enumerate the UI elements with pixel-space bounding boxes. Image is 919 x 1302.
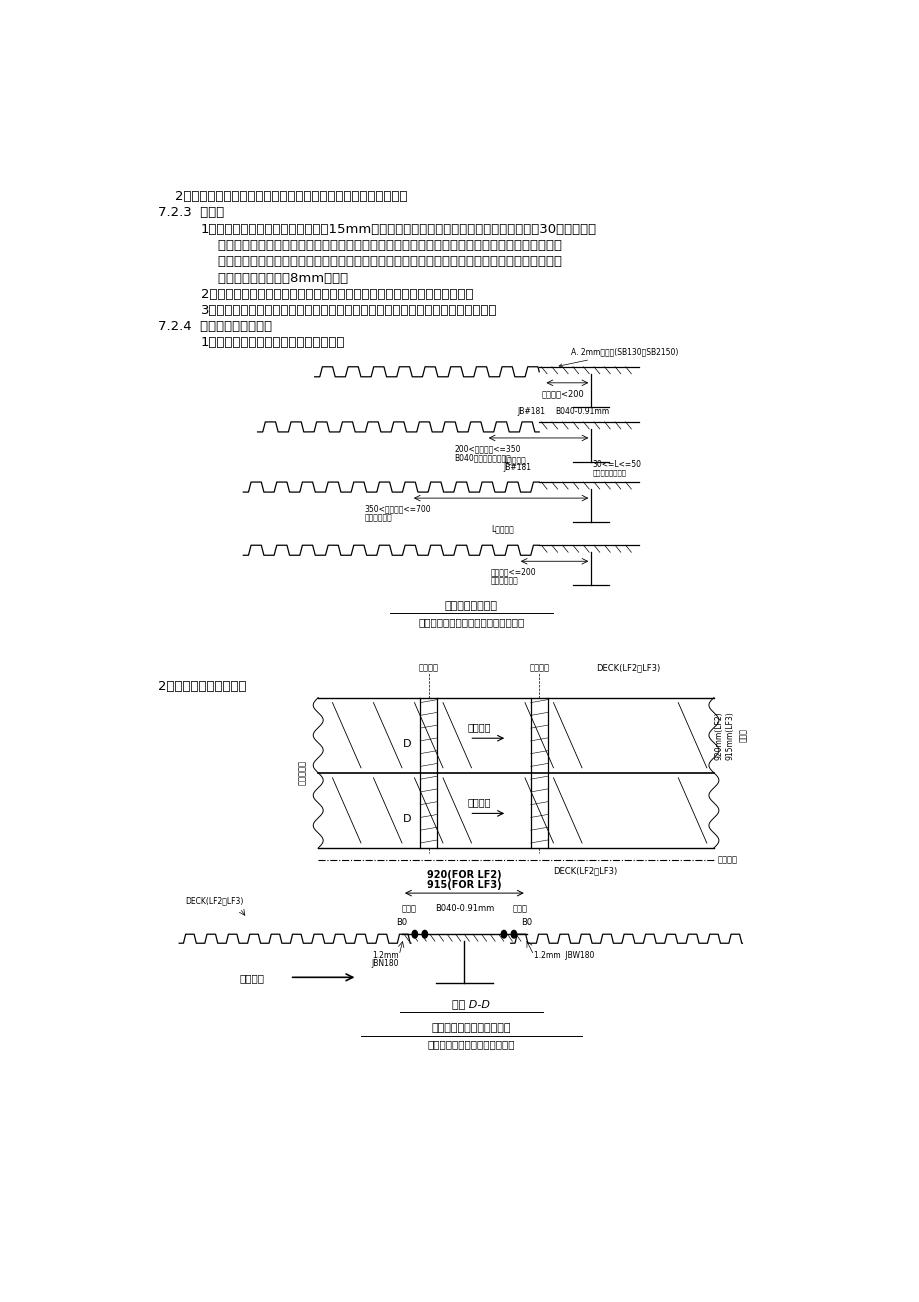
Text: 铺设顺序: 铺设顺序 <box>240 974 265 983</box>
Text: B0: B0 <box>396 918 407 927</box>
Text: L型填头板: L型填头板 <box>491 525 514 534</box>
Circle shape <box>501 931 506 937</box>
Text: 梁中心线: 梁中心线 <box>418 664 438 673</box>
Circle shape <box>511 931 516 937</box>
Text: 2）板连续铺设跨梁时：: 2）板连续铺设跨梁时： <box>158 680 246 693</box>
Text: 压型钢板梁上收边施工大样: 压型钢板梁上收边施工大样 <box>431 1023 511 1034</box>
Text: 铺设钢板片: 铺设钢板片 <box>298 760 307 785</box>
Text: JB#181: JB#181 <box>517 408 545 415</box>
Text: 压型钢板收边大样: 压型钢板收边大样 <box>445 602 497 612</box>
Text: 唯熔焊直径可以改为8mm以上。: 唯熔焊直径可以改为8mm以上。 <box>200 272 347 285</box>
Text: 920(FOR LF2): 920(FOR LF2) <box>426 870 501 880</box>
Text: JBN180: JBN180 <box>370 960 398 969</box>
Text: 最大空隙<=200: 最大空隙<=200 <box>490 568 536 577</box>
Text: 梁中心线: 梁中心线 <box>717 855 737 865</box>
Text: 材料应得穿透压型钢板并与钢梁材料有良好的熔接。如果采用穿透式栓钉直接透过压型钢板植焊于: 材料应得穿透压型钢板并与钢梁材料有良好的熔接。如果采用穿透式栓钉直接透过压型钢板… <box>200 240 561 253</box>
Text: 钢梁上，则栓钉可以取代上述的部分焊点数量；但压型钢板铺设定位后，仍应按上述原则被固定，: 钢梁上，则栓钉可以取代上述的部分焊点数量；但压型钢板铺设定位后，仍应按上述原则被… <box>200 255 561 268</box>
Text: 最大空隙<200: 最大空隙<200 <box>540 389 584 398</box>
Text: 沟助方向: 沟助方向 <box>468 797 491 807</box>
Text: 1）每一片压型钢板两侧沟底均需以15mm直径的熔焊与钢梁固定，焊点的平均最大间距为30公分。焊接: 1）每一片压型钢板两侧沟底均需以15mm直径的熔焊与钢梁固定，焊点的平均最大间距… <box>200 224 596 237</box>
Text: 多余部分现场切割: 多余部分现场切割 <box>592 469 626 475</box>
Text: 采用整板切除: 采用整板切除 <box>364 513 391 522</box>
Text: DECK(LF2或LF3): DECK(LF2或LF3) <box>596 664 660 673</box>
Text: L型槽头板: L型槽头板 <box>503 454 526 464</box>
Text: 沟助方向: 沟助方向 <box>468 723 491 732</box>
Text: 920mm(LF2)
915mm(LF3): 920mm(LF2) 915mm(LF3) <box>714 711 733 759</box>
Text: （当压型钢板连续铺设跨梁时）: （当压型钢板连续铺设跨梁时） <box>427 1039 515 1049</box>
Text: 7.2.4  压型钢板收边做法：: 7.2.4 压型钢板收边做法： <box>158 320 272 332</box>
Text: A. 2mm收边板(SB130或SB2150): A. 2mm收边板(SB130或SB2150) <box>559 348 678 367</box>
Text: JB#181: JB#181 <box>503 464 531 473</box>
Text: B040-0.91mm: B040-0.91mm <box>555 408 609 415</box>
Text: 收边板: 收边板 <box>512 904 527 913</box>
Text: 1.2mm  JBW180: 1.2mm JBW180 <box>533 952 594 961</box>
Text: B040多余部位现场切割: B040多余部位现场切割 <box>454 453 511 462</box>
Text: DECK(LF2或LF3): DECK(LF2或LF3) <box>186 896 244 905</box>
Text: B040-0.91mm: B040-0.91mm <box>435 904 494 913</box>
Text: 7.2.3  焊接：: 7.2.3 焊接： <box>158 207 224 219</box>
Text: B0: B0 <box>521 918 532 927</box>
Text: 梁中心线: 梁中心线 <box>528 664 549 673</box>
Text: D: D <box>403 740 411 749</box>
Text: 2）任何未固定的压型钢板可能会被大风刮起或滑落而造成事故。: 2）任何未固定的压型钢板可能会被大风刮起或滑落而造成事故。 <box>158 190 407 203</box>
Text: 3）如果栓钉的焊接电流过大，造成压型钢板烧穿而松脱，应在栓钉旁边补充焊点。: 3）如果栓钉的焊接电流过大，造成压型钢板烧穿而松脱，应在栓钉旁边补充焊点。 <box>200 303 496 316</box>
Text: 剖面 D-D: 剖面 D-D <box>452 1000 490 1009</box>
Text: 2）与钢梁的焊接不仅包括压型钢板两端头的支承钢梁，还包括跨间的次梁；: 2）与钢梁的焊接不仅包括压型钢板两端头的支承钢梁，还包括跨间的次梁； <box>200 288 472 301</box>
Text: （当压型钢板临边梁或铺设不连续时）: （当压型钢板临边梁或铺设不连续时） <box>418 617 524 628</box>
Text: 30<=L<=50: 30<=L<=50 <box>592 460 641 469</box>
Text: DECK(LF2或LF3): DECK(LF2或LF3) <box>553 866 617 875</box>
Text: 收边板: 收边板 <box>402 904 416 913</box>
Text: 200<最大空隙<=350: 200<最大空隙<=350 <box>454 444 520 453</box>
Circle shape <box>422 931 427 937</box>
Text: 350<最大空隙<=700: 350<最大空隙<=700 <box>364 504 431 513</box>
Text: D: D <box>403 815 411 824</box>
Text: 1.2mm: 1.2mm <box>371 952 398 961</box>
Text: 收边板: 收边板 <box>739 728 747 742</box>
Circle shape <box>412 931 417 937</box>
Text: 915(FOR LF3): 915(FOR LF3) <box>426 880 501 891</box>
Text: 1）当压型钢板临边梁或铺设不连续时：: 1）当压型钢板临边梁或铺设不连续时： <box>200 336 345 349</box>
Text: 采用整板切除: 采用整板切除 <box>490 577 518 586</box>
